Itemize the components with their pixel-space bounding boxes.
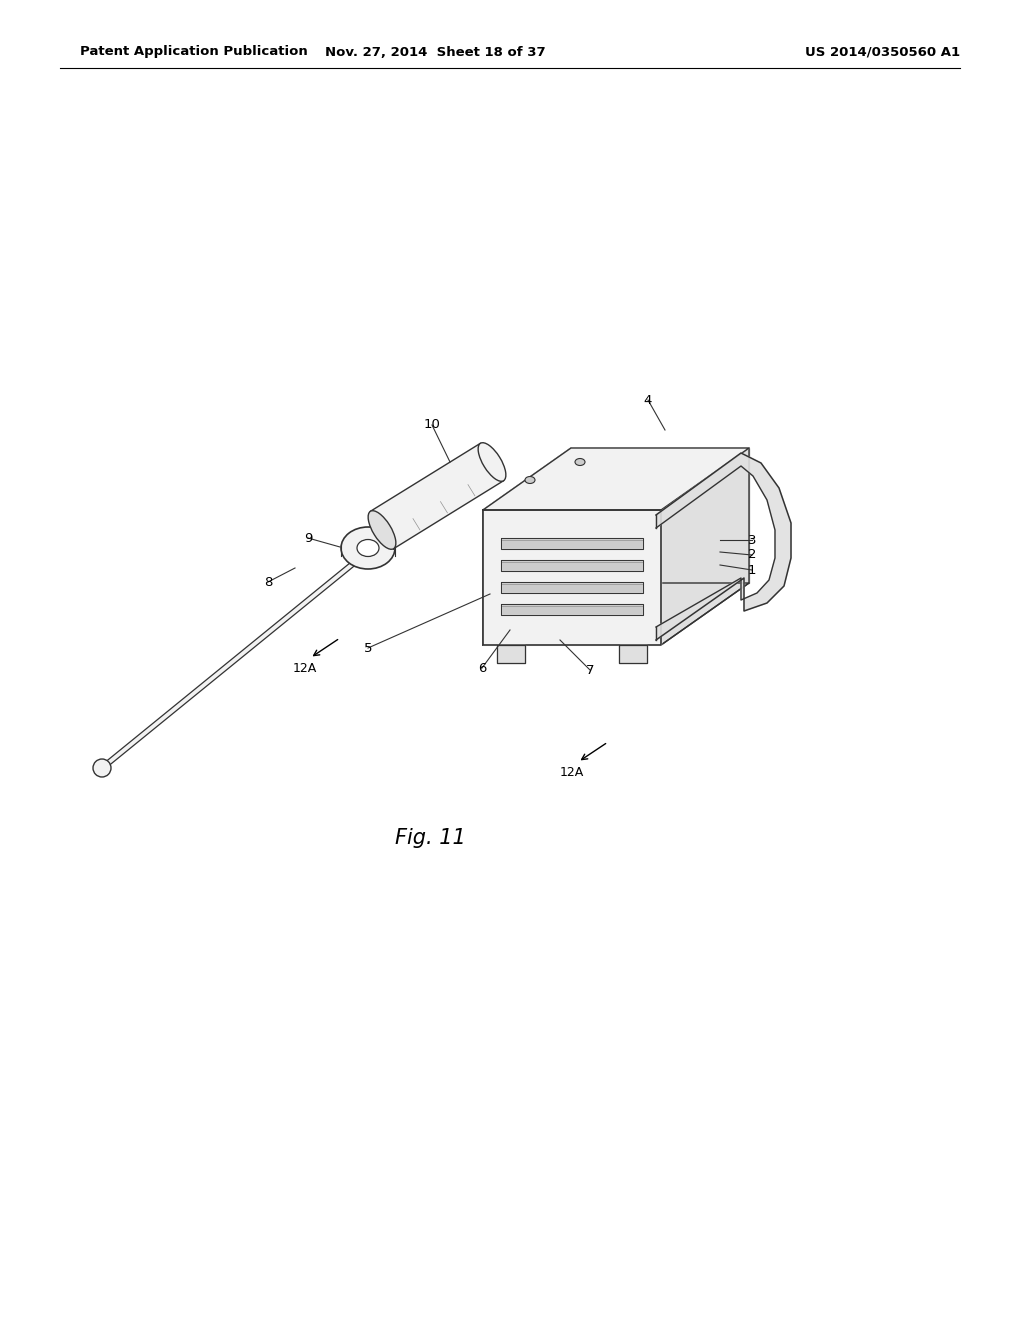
Ellipse shape [369,511,396,549]
Ellipse shape [575,458,585,466]
Circle shape [93,759,111,777]
Polygon shape [656,453,791,640]
Text: Patent Application Publication: Patent Application Publication [80,45,308,58]
Text: 3: 3 [748,533,757,546]
Ellipse shape [341,527,395,569]
Text: 4: 4 [644,393,652,407]
Text: 8: 8 [264,576,272,589]
Text: 6: 6 [478,661,486,675]
Polygon shape [100,531,393,770]
Text: 7: 7 [586,664,594,676]
Ellipse shape [478,442,506,482]
Text: Nov. 27, 2014  Sheet 18 of 37: Nov. 27, 2014 Sheet 18 of 37 [325,45,546,58]
Polygon shape [483,447,749,510]
Polygon shape [662,447,749,645]
Text: 5: 5 [364,642,373,655]
Text: 9: 9 [304,532,312,544]
Polygon shape [371,444,504,549]
Text: 12A: 12A [293,661,317,675]
Polygon shape [497,645,525,663]
Text: US 2014/0350560 A1: US 2014/0350560 A1 [805,45,961,58]
Polygon shape [483,510,662,645]
Polygon shape [618,645,647,663]
Text: Fig. 11: Fig. 11 [394,828,465,847]
Text: 2: 2 [748,549,757,561]
Polygon shape [501,605,643,615]
Text: 1: 1 [748,564,757,577]
Polygon shape [483,447,571,645]
Polygon shape [571,447,749,583]
Polygon shape [483,583,749,645]
Text: 10: 10 [424,418,440,432]
Text: 12A: 12A [560,766,584,779]
Ellipse shape [357,540,379,557]
Polygon shape [501,560,643,572]
Ellipse shape [525,477,535,483]
Polygon shape [501,539,643,549]
Polygon shape [501,582,643,593]
